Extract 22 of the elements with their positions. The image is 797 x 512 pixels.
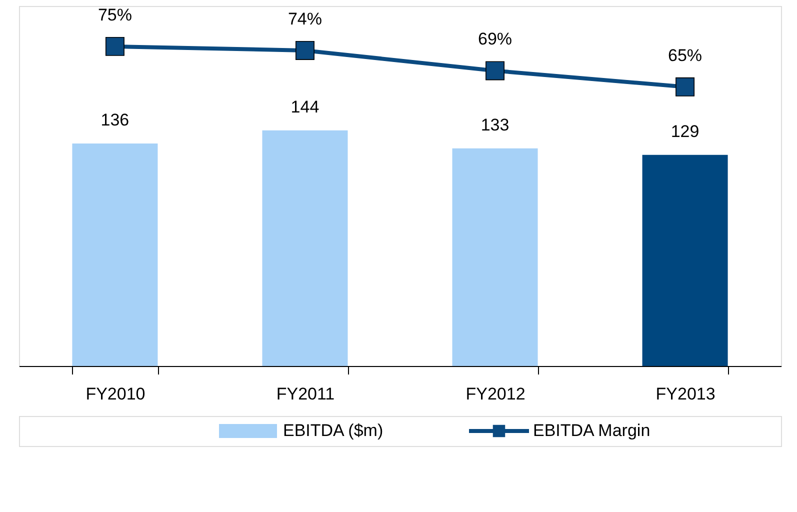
x-tick-label: FY2011 xyxy=(276,384,335,404)
data-label: 75% xyxy=(98,5,132,24)
data-label: 133 xyxy=(480,115,510,134)
data-label: 129 xyxy=(670,122,700,141)
point xyxy=(486,61,504,80)
point xyxy=(676,77,695,96)
data-label: 69% xyxy=(478,30,512,49)
legend-label: EBITDA Margin xyxy=(533,421,650,440)
data-label: 74% xyxy=(288,9,322,28)
x-tick-label: FY2010 xyxy=(86,384,146,404)
data-label: 65% xyxy=(668,46,702,65)
data-label: 136 xyxy=(100,110,130,130)
bar xyxy=(262,130,348,366)
legend-label: EBITDA ($m) xyxy=(283,421,384,440)
point xyxy=(296,41,314,60)
point xyxy=(105,36,124,56)
bar xyxy=(642,154,728,366)
bar xyxy=(72,143,158,366)
x-tick-label: FY2013 xyxy=(656,384,716,404)
data-label: 144 xyxy=(290,97,320,116)
x-tick-label: FY2012 xyxy=(466,384,526,404)
bar xyxy=(452,148,538,366)
